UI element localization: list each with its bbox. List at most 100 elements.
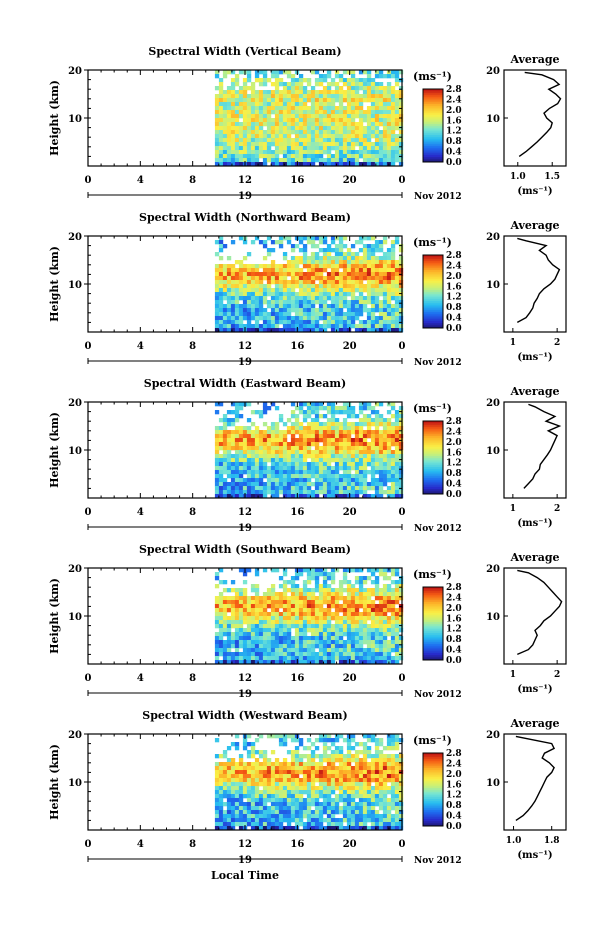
heatmap-cell [359,110,363,114]
heatmap-cell [335,588,339,592]
heatmap-cell [307,786,311,790]
heatmap-cell [311,482,315,486]
heatmap-cell [287,98,291,102]
heatmap-cell [287,454,291,458]
heatmap-cell [323,94,327,98]
average-profile-line [524,404,560,488]
heatmap-cell [227,746,231,750]
heatmap-cell [259,90,263,94]
heatmap-cell [267,474,271,478]
heatmap-cell [303,782,307,786]
heatmap-cell [235,766,239,770]
heatmap-cell [223,782,227,786]
heatmap-cell [327,628,331,632]
heatmap-cell [215,738,219,742]
heatmap-cell [375,426,379,430]
heatmap-cell [371,264,375,268]
heatmap-cell [355,110,359,114]
heatmap-cell [307,82,311,86]
heatmap-cell [331,260,335,264]
heatmap-cell [355,474,359,478]
heatmap-cell [231,624,235,628]
heatmap-cell [395,268,399,272]
heatmap-cell [263,766,267,770]
heatmap-cell [247,150,251,154]
heatmap-cell [255,818,259,822]
heatmap-cell [219,296,223,300]
heatmap-cell [395,600,399,604]
heatmap-cell [247,418,251,422]
heatmap-cell [319,414,323,418]
heatmap-cell [231,794,235,798]
heatmap-cell [391,102,395,106]
heatmap-cell [275,600,279,604]
heatmap-cell [359,450,363,454]
heatmap-cell [363,252,367,256]
heatmap-cell [307,146,311,150]
heatmap-cell [375,628,379,632]
heatmap-cell [223,462,227,466]
heatmap-cell [267,248,271,252]
heatmap-cell [287,806,291,810]
heatmap-cell [343,280,347,284]
heatmap-cell [355,324,359,328]
x-tick-label: 16 [290,507,304,518]
heatmap-cell [327,446,331,450]
heatmap-cell [251,138,255,142]
heatmap-cell [355,426,359,430]
heatmap-cell [247,762,251,766]
heatmap-cell [267,482,271,486]
heatmap-cell [267,446,271,450]
heatmap-cell [379,482,383,486]
heatmap-cell [391,110,395,114]
heatmap-cell [239,636,243,640]
heatmap-cell [223,268,227,272]
heatmap-cell [307,158,311,162]
heatmap-cell [263,782,267,786]
heatmap-cells [215,236,403,332]
heatmap-cell [251,798,255,802]
heatmap-cell [363,588,367,592]
heatmap-cell [235,802,239,806]
heatmap-cell [319,462,323,466]
heatmap-cell [375,490,379,494]
heatmap-cell [247,454,251,458]
heatmap-cell [339,640,343,644]
heatmap-cell [335,644,339,648]
heatmap-cell [343,292,347,296]
heatmap-cell [375,122,379,126]
heatmap-cell [339,596,343,600]
heatmap-cell [371,300,375,304]
heatmap-cell [247,402,251,406]
heatmap-cell [255,300,259,304]
heatmap-cell [259,114,263,118]
heatmap-cell [263,770,267,774]
heatmap-cell [295,652,299,656]
heatmap-cell [231,770,235,774]
heatmap-cell [267,454,271,458]
heatmap-cell [231,454,235,458]
heatmap-cell [391,486,395,490]
heatmap-cell [243,652,247,656]
heatmap-cell [303,652,307,656]
heatmap-cell [227,774,231,778]
heatmap-cell [351,640,355,644]
heatmap-cell [335,612,339,616]
heatmap-cell [251,490,255,494]
heatmap-cell [379,422,383,426]
heatmap-cell [371,434,375,438]
heatmap-cell [319,90,323,94]
average-profile-line [519,72,560,156]
heatmap-cell [355,272,359,276]
heatmap-cell [239,620,243,624]
heatmap-cell [303,138,307,142]
heatmap-cell [363,284,367,288]
heatmap-cell [267,90,271,94]
heatmap-cell [387,312,391,316]
heatmap-cell [299,138,303,142]
heatmap-cell [319,430,323,434]
heatmap-cell [363,142,367,146]
heatmap-cell [323,434,327,438]
heatmap-cell [243,122,247,126]
heatmap-cell [319,82,323,86]
